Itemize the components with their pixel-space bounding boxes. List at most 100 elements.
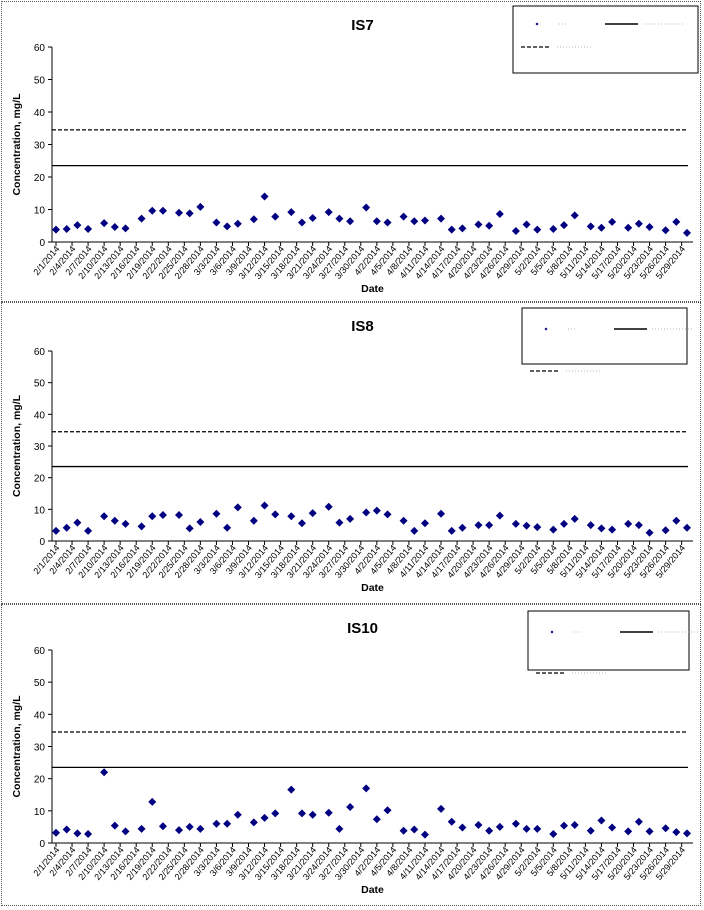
data-point (533, 523, 542, 532)
data-point (495, 822, 504, 831)
data-point (683, 829, 691, 838)
data-point (474, 521, 483, 530)
data-point (372, 217, 381, 226)
data-point (249, 215, 258, 224)
data-point (399, 826, 408, 835)
chart-panel-is7: IS7 0 10 20 30 40 50 60 2/1/2014 2/4/2014 2/7/2014… (1, 1, 701, 302)
data-point (399, 516, 408, 525)
data-point (549, 525, 558, 534)
data-point (158, 206, 167, 215)
legend-box (527, 610, 690, 671)
data-point (447, 225, 456, 234)
data-point (608, 217, 617, 226)
y-tick-label: 60 (34, 646, 46, 657)
data-point (137, 522, 146, 531)
data-point (586, 222, 595, 231)
data-point (212, 509, 221, 518)
data-point (624, 827, 633, 836)
data-point (624, 223, 633, 232)
chart-title: IS7 (351, 17, 374, 34)
data-point (362, 784, 371, 793)
data-point (597, 816, 606, 825)
data-point (560, 519, 569, 528)
data-point (346, 514, 355, 523)
data-point (121, 224, 130, 233)
data-point (383, 218, 392, 227)
data-point (308, 810, 317, 819)
data-point (645, 827, 654, 836)
data-point (110, 821, 119, 830)
data-point (100, 219, 109, 228)
data-point (324, 502, 333, 511)
data-point (335, 518, 344, 527)
y-tick-label: 40 (34, 108, 46, 119)
data-point (437, 804, 446, 813)
data-point (223, 222, 232, 231)
data-point (196, 202, 205, 211)
data-point (447, 817, 456, 826)
data-point (447, 526, 456, 535)
data-point (271, 510, 280, 519)
chart-svg: IS1001020304050602/1/20142/4/20142/7/201… (11, 610, 700, 896)
data-point (308, 509, 317, 518)
data-point (148, 797, 157, 806)
data-point (362, 203, 371, 212)
data-point (223, 819, 232, 828)
x-axis-label: Date (361, 582, 384, 594)
data-point (137, 824, 146, 833)
data-point (608, 525, 617, 534)
data-point (185, 524, 194, 533)
y-tick-label: 40 (34, 410, 46, 421)
data-point (260, 192, 269, 201)
data-point (52, 526, 60, 535)
y-tick-label: 0 (39, 238, 45, 249)
x-axis-label: Date (361, 884, 384, 896)
data-point (511, 226, 520, 235)
data-point (362, 508, 371, 517)
data-point (533, 824, 542, 833)
data-point (624, 519, 633, 528)
data-point (223, 523, 232, 532)
data-point (158, 822, 167, 831)
data-point (672, 217, 681, 226)
data-point (287, 785, 296, 794)
data-point (420, 830, 429, 839)
data-point (346, 802, 355, 811)
data-point (297, 218, 306, 227)
data-point (549, 829, 558, 838)
y-tick-label: 30 (34, 743, 46, 754)
data-point (522, 220, 531, 229)
data-point (260, 501, 269, 510)
y-tick-label: 50 (34, 76, 46, 87)
data-point (661, 526, 670, 535)
data-point (287, 512, 296, 521)
data-point (458, 224, 467, 233)
data-point (297, 519, 306, 528)
legend-box (512, 5, 699, 74)
data-point (233, 810, 242, 819)
data-point (100, 512, 109, 521)
data-point (174, 826, 183, 835)
chart-title: IS10 (347, 620, 378, 637)
data-point (645, 528, 654, 537)
y-tick-label: 10 (34, 505, 46, 516)
data-point (634, 521, 643, 530)
data-point (110, 516, 119, 525)
data-point (372, 506, 381, 515)
data-point (287, 208, 296, 217)
data-point (522, 521, 531, 530)
data-point (335, 214, 344, 223)
data-point (560, 821, 569, 830)
data-point (174, 511, 183, 520)
data-point (570, 820, 579, 829)
y-tick-label: 0 (39, 839, 45, 850)
data-point (372, 815, 381, 824)
data-point (410, 526, 419, 535)
data-point (249, 818, 258, 827)
data-point (308, 213, 317, 222)
y-axis-label: Concentration, mg/L (11, 394, 23, 497)
data-point (233, 219, 242, 228)
data-point (249, 516, 258, 525)
data-point (185, 209, 194, 218)
legend-marker-diamond (550, 630, 554, 634)
